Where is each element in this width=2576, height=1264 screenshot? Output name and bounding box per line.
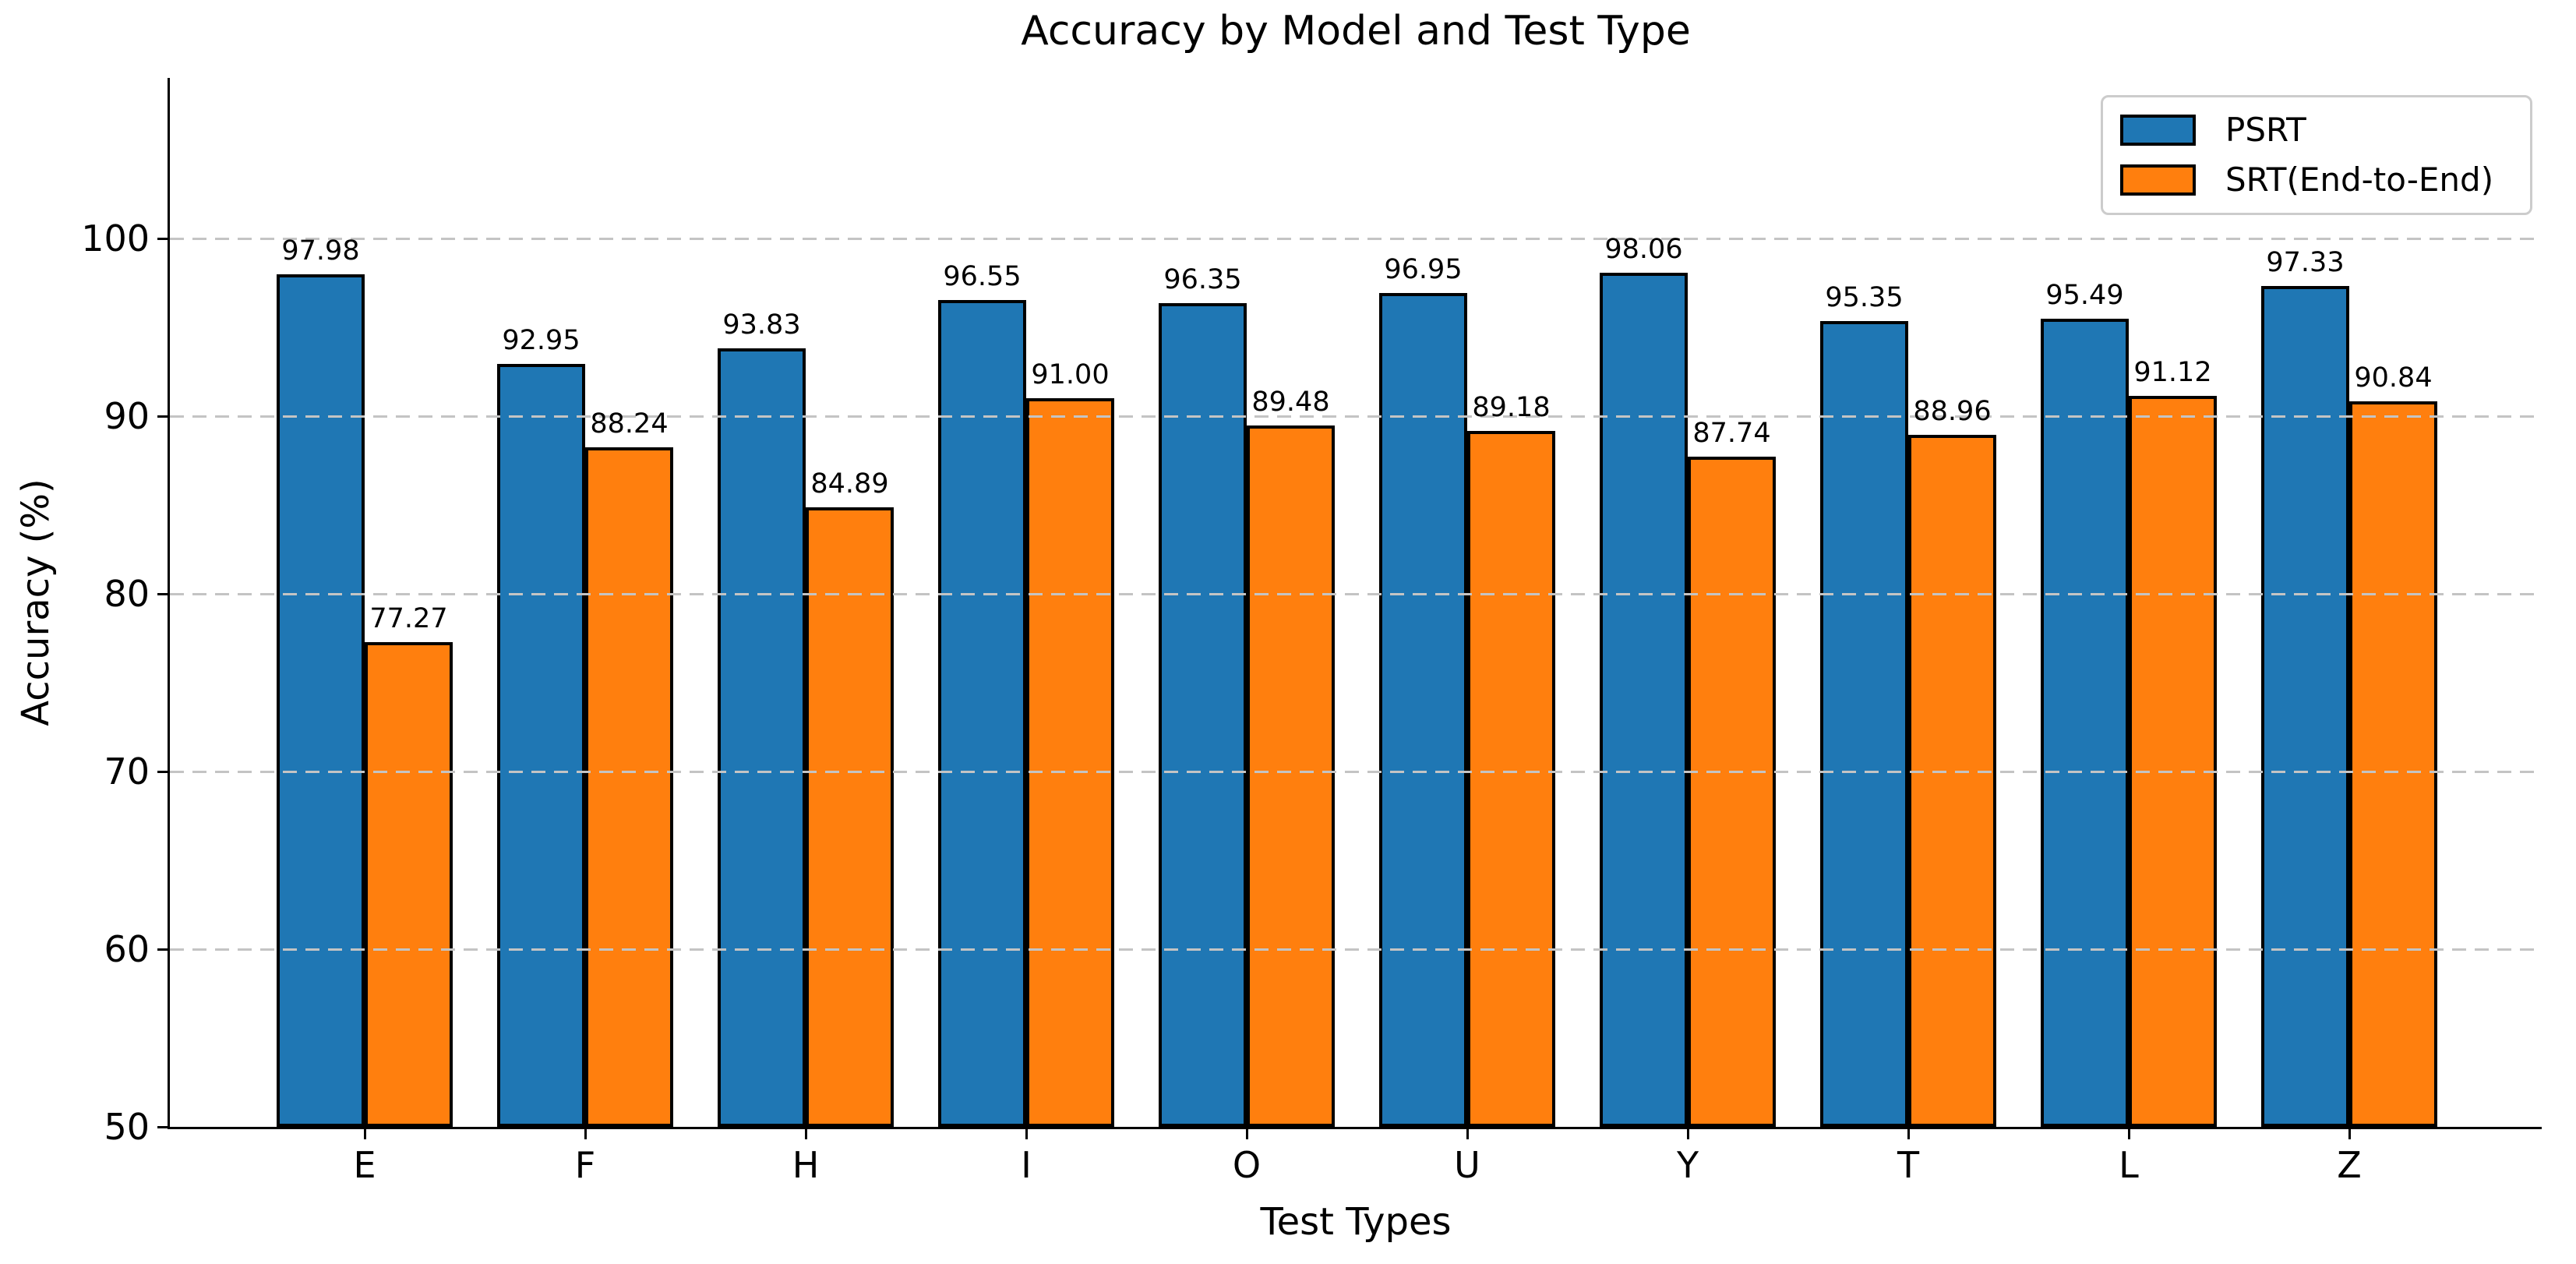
- x-tick-Z: [2348, 1127, 2351, 1139]
- x-tick-U: [1466, 1127, 1469, 1139]
- gridline-90: [170, 415, 2542, 418]
- x-tick-label-E: E: [353, 1144, 376, 1186]
- y-tick-100: [157, 237, 170, 240]
- y-tick-label-100: 100: [81, 217, 150, 260]
- x-tick-Y: [1686, 1127, 1689, 1139]
- x-axis-label: Test Types: [1260, 1200, 1452, 1244]
- bar-srt-end-to-end--F: [585, 447, 673, 1127]
- x-tick-E: [363, 1127, 366, 1139]
- bar-value-label-Z-0: 97.33: [2266, 246, 2345, 278]
- x-tick-I: [1025, 1127, 1028, 1139]
- x-tick-T: [1907, 1127, 1910, 1139]
- y-tick-90: [157, 415, 170, 418]
- x-tick-label-T: T: [1897, 1144, 1920, 1186]
- bar-psrt-T: [1820, 321, 1908, 1127]
- bar-psrt-E: [277, 274, 365, 1127]
- x-tick-label-H: H: [792, 1144, 820, 1186]
- bar-psrt-H: [718, 348, 806, 1127]
- bar-value-label-H-1: 84.89: [810, 468, 889, 500]
- bar-psrt-I: [938, 299, 1026, 1127]
- srt-legend-label: SRT(End-to-End): [2225, 161, 2494, 199]
- x-axis-spine: [168, 1127, 2542, 1129]
- bar-value-label-E-0: 97.98: [281, 235, 360, 267]
- bar-srt-end-to-end--O: [1247, 425, 1335, 1127]
- bar-value-label-T-0: 95.35: [1825, 282, 1904, 314]
- bar-value-label-F-0: 92.95: [502, 324, 580, 356]
- bar-psrt-O: [1159, 303, 1247, 1127]
- bar-psrt-Z: [2261, 285, 2349, 1127]
- x-tick-label-F: F: [574, 1144, 596, 1186]
- gridline-70: [170, 770, 2542, 773]
- srt-legend-swatch: [2120, 164, 2196, 196]
- bar-srt-end-to-end--Z: [2349, 401, 2437, 1127]
- psrt-legend-swatch: [2120, 115, 2196, 146]
- bar-srt-end-to-end--E: [365, 642, 453, 1127]
- x-tick-label-I: I: [1021, 1144, 1032, 1186]
- bar-value-label-L-1: 91.12: [2133, 357, 2212, 389]
- bar-value-label-O-1: 89.48: [1251, 386, 1330, 418]
- bar-srt-end-to-end--H: [806, 507, 894, 1127]
- bar-value-label-U-1: 89.18: [1472, 391, 1551, 423]
- y-tick-label-70: 70: [104, 750, 150, 793]
- y-tick-label-50: 50: [104, 1106, 150, 1148]
- bar-psrt-U: [1379, 292, 1467, 1127]
- x-tick-label-Z: Z: [2337, 1144, 2362, 1186]
- y-tick-80: [157, 592, 170, 595]
- x-tick-L: [2127, 1127, 2130, 1139]
- bar-value-label-E-1: 77.27: [369, 603, 448, 635]
- y-tick-label-80: 80: [104, 573, 150, 615]
- bar-value-label-Y-0: 98.06: [1604, 234, 1683, 266]
- gridline-100: [170, 237, 2542, 240]
- x-tick-label-O: O: [1232, 1144, 1262, 1186]
- bar-psrt-L: [2041, 318, 2129, 1127]
- bar-srt-end-to-end--L: [2129, 396, 2217, 1127]
- legend-item-psrt: PSRT: [2120, 111, 2530, 149]
- bar-value-label-U-0: 96.95: [1384, 253, 1463, 285]
- bar-srt-end-to-end--I: [1026, 398, 1114, 1127]
- bar-psrt-F: [497, 363, 585, 1127]
- psrt-legend-label: PSRT: [2225, 111, 2306, 149]
- gridline-80: [170, 592, 2542, 595]
- x-tick-label-L: L: [2119, 1144, 2139, 1186]
- bar-value-label-F-1: 88.24: [590, 408, 669, 440]
- bar-srt-end-to-end--Y: [1688, 456, 1776, 1127]
- legend-item-srt: SRT(End-to-End): [2120, 161, 2530, 199]
- y-tick-50: [157, 1125, 170, 1128]
- y-tick-60: [157, 948, 170, 951]
- chart-title: Accuracy by Model and Test Type: [1021, 8, 1691, 55]
- y-axis-label: Accuracy (%): [14, 478, 58, 726]
- x-tick-label-U: U: [1454, 1144, 1480, 1186]
- bar-value-label-O-0: 96.35: [1163, 264, 1242, 296]
- bar-srt-end-to-end--U: [1467, 430, 1555, 1127]
- x-tick-F: [584, 1127, 587, 1139]
- bar-value-label-Z-1: 90.84: [2354, 362, 2433, 394]
- y-tick-label-60: 60: [104, 928, 150, 970]
- bar-value-label-H-0: 93.83: [722, 309, 801, 341]
- legend: PSRT SRT(End-to-End): [2101, 95, 2532, 215]
- x-tick-O: [1245, 1127, 1248, 1139]
- y-axis-spine: [168, 78, 170, 1129]
- bar-value-label-T-1: 88.96: [1913, 395, 1992, 427]
- y-tick-70: [157, 770, 170, 773]
- bar-value-label-I-1: 91.00: [1031, 359, 1110, 391]
- x-tick-label-Y: Y: [1676, 1144, 1699, 1186]
- bar-value-label-Y-1: 87.74: [1692, 417, 1771, 449]
- bar-value-label-I-0: 96.55: [943, 260, 1022, 292]
- y-tick-label-90: 90: [104, 395, 150, 437]
- bar-srt-end-to-end--T: [1908, 434, 1996, 1127]
- bar-psrt-Y: [1600, 273, 1688, 1127]
- x-tick-H: [804, 1127, 807, 1139]
- gridline-60: [170, 948, 2542, 951]
- bar-value-label-L-0: 95.49: [2045, 279, 2124, 311]
